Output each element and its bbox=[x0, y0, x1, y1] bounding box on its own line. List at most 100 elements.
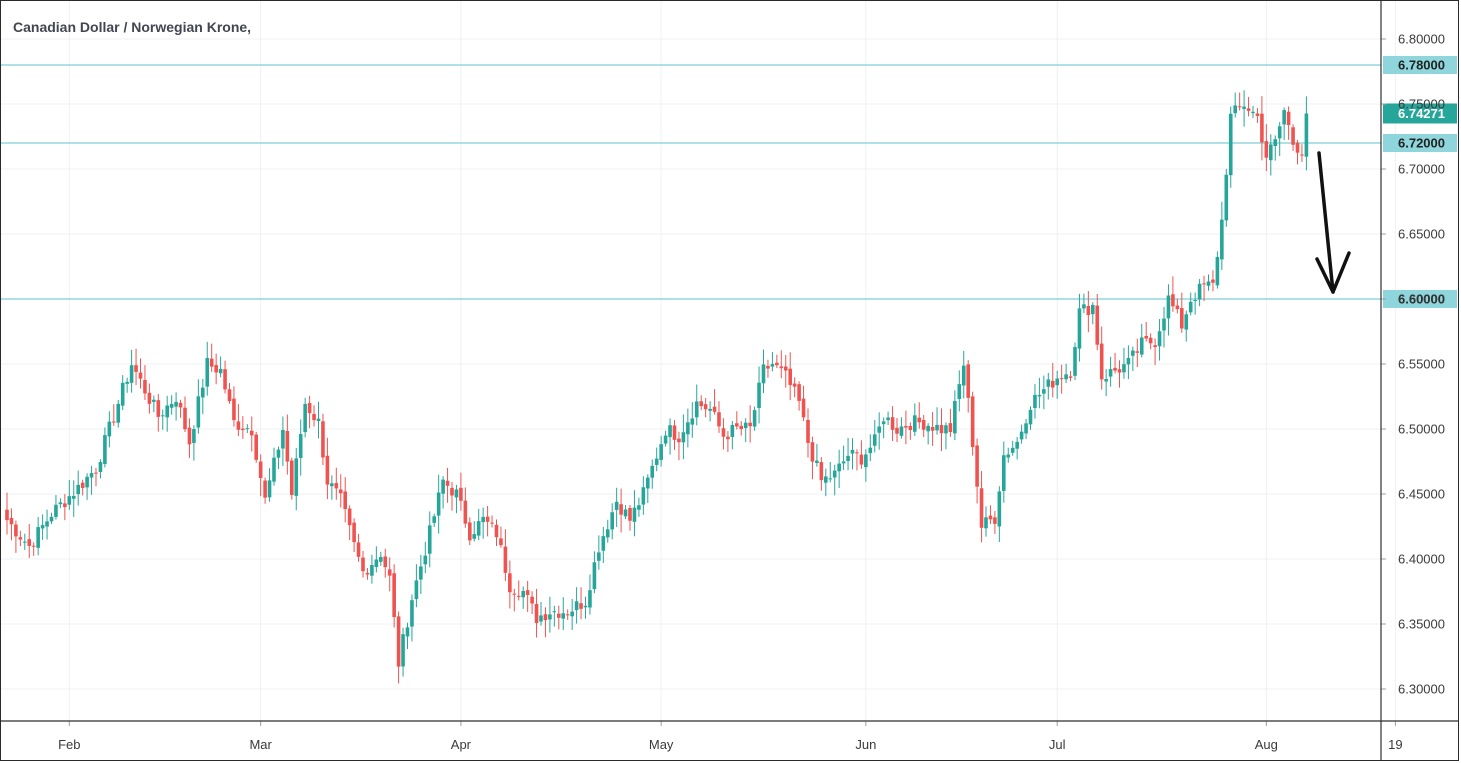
candle-body-up bbox=[1037, 395, 1042, 397]
candle-body-up bbox=[953, 400, 957, 434]
candle-body-up bbox=[846, 455, 850, 461]
candle-body-up bbox=[272, 457, 276, 482]
candle-body-down bbox=[392, 573, 396, 618]
candle-body-down bbox=[1175, 305, 1180, 310]
candle-body-down bbox=[156, 400, 161, 417]
x-tick-label: Apr bbox=[451, 737, 472, 752]
candle-body-down bbox=[1099, 343, 1104, 380]
candle-body-up bbox=[841, 461, 846, 464]
candle-body-down bbox=[143, 379, 147, 394]
candle-body-down bbox=[783, 366, 788, 371]
candle-body-up bbox=[218, 368, 223, 374]
candle-body-up bbox=[374, 559, 379, 568]
candle-body-down bbox=[508, 573, 512, 593]
candle-body-up bbox=[868, 447, 873, 454]
candle-body-down bbox=[717, 412, 721, 427]
candle-body-up bbox=[1055, 378, 1059, 386]
candle-body-up bbox=[610, 512, 614, 530]
candle-body-up bbox=[1064, 374, 1068, 380]
candle-body-up bbox=[926, 425, 930, 432]
candle-body-down bbox=[779, 366, 784, 369]
candle-body-up bbox=[1073, 347, 1077, 376]
candle-body-up bbox=[1251, 111, 1255, 114]
candle-body-up bbox=[281, 429, 285, 449]
candle-body-down bbox=[806, 419, 810, 443]
candle-body-up bbox=[129, 365, 134, 383]
candle-body-down bbox=[459, 487, 463, 501]
candle-body-up bbox=[370, 565, 374, 576]
candle-body-up bbox=[637, 505, 641, 510]
candle-body-down bbox=[1286, 111, 1291, 126]
y-tick-label: 6.40000 bbox=[1398, 552, 1445, 567]
candle-body-up bbox=[881, 421, 886, 425]
candle-body-down bbox=[775, 362, 779, 366]
candle-body-down bbox=[468, 522, 472, 541]
candle-body-down bbox=[396, 616, 401, 667]
candle-body-down bbox=[1211, 279, 1215, 283]
chart-title: Canadian Dollar / Norwegian Krone, bbox=[13, 19, 251, 35]
candle-body-up bbox=[832, 470, 837, 478]
candle-body-down bbox=[801, 398, 806, 418]
candle-body-up bbox=[1002, 455, 1006, 491]
candle-body-up bbox=[169, 404, 174, 408]
candle-body-up bbox=[1162, 318, 1166, 331]
candle-body-down bbox=[1059, 378, 1064, 380]
candle-body-up bbox=[40, 525, 45, 529]
candle-body-up bbox=[481, 516, 485, 523]
candle-body-down bbox=[31, 545, 36, 547]
candle-body-down bbox=[543, 614, 548, 621]
candle-body-down bbox=[988, 515, 993, 520]
candle-body-up bbox=[605, 529, 610, 538]
level-price-box bbox=[1383, 56, 1457, 74]
candle-body-down bbox=[343, 491, 347, 510]
candle-body-up bbox=[623, 509, 628, 517]
candle-body-up bbox=[36, 527, 40, 548]
candle-body-up bbox=[632, 507, 637, 522]
candle-body-up bbox=[165, 405, 169, 418]
x-tick-label: Jun bbox=[855, 737, 876, 752]
candle-body-up bbox=[276, 449, 281, 458]
candle-body-up bbox=[103, 435, 107, 464]
level-price-label: 6.60000 bbox=[1398, 292, 1445, 307]
candle-body-down bbox=[966, 364, 970, 398]
candle-body-down bbox=[579, 603, 583, 609]
candle-body-up bbox=[1108, 369, 1113, 377]
candle-body-down bbox=[494, 524, 499, 538]
candle-body-down bbox=[970, 396, 975, 448]
candle-body-up bbox=[539, 615, 543, 622]
candle-body-down bbox=[1237, 106, 1242, 108]
candle-body-down bbox=[788, 368, 792, 385]
candle-body-up bbox=[646, 477, 650, 489]
candle-body-up bbox=[1082, 304, 1086, 309]
level-price-label: 6.78000 bbox=[1398, 58, 1445, 73]
level-price-box bbox=[1383, 134, 1457, 152]
candle-body-down bbox=[334, 483, 339, 489]
x-tick-label: May bbox=[649, 737, 674, 752]
candle-body-down bbox=[712, 406, 717, 412]
candle-body-down bbox=[232, 398, 236, 421]
candle-body-up bbox=[1033, 394, 1037, 409]
candle-body-up bbox=[561, 613, 566, 619]
candle-body-down bbox=[1050, 380, 1055, 388]
candle-body-up bbox=[686, 422, 690, 435]
candle-body-up bbox=[601, 536, 606, 551]
candle-body-up bbox=[58, 502, 63, 505]
candle-body-down bbox=[530, 596, 534, 604]
candle-body-up bbox=[935, 424, 939, 431]
candle-body-up bbox=[583, 605, 588, 608]
candle-body-up bbox=[1273, 139, 1278, 147]
candle-body-up bbox=[1019, 431, 1024, 440]
candle-body-up bbox=[663, 435, 668, 444]
candle-body-down bbox=[112, 421, 116, 423]
candle-body-down bbox=[361, 557, 365, 572]
candle-body-down bbox=[347, 508, 352, 526]
candle-body-down bbox=[236, 421, 241, 430]
candle-body-up bbox=[1028, 409, 1033, 425]
candle-body-up bbox=[886, 417, 890, 421]
candle-body-down bbox=[134, 365, 138, 372]
candle-body-up bbox=[1006, 454, 1011, 458]
candle-body-down bbox=[227, 389, 232, 402]
candle-body-up bbox=[1046, 379, 1051, 387]
candle-body-up bbox=[743, 422, 748, 429]
candle-body-down bbox=[383, 556, 388, 568]
